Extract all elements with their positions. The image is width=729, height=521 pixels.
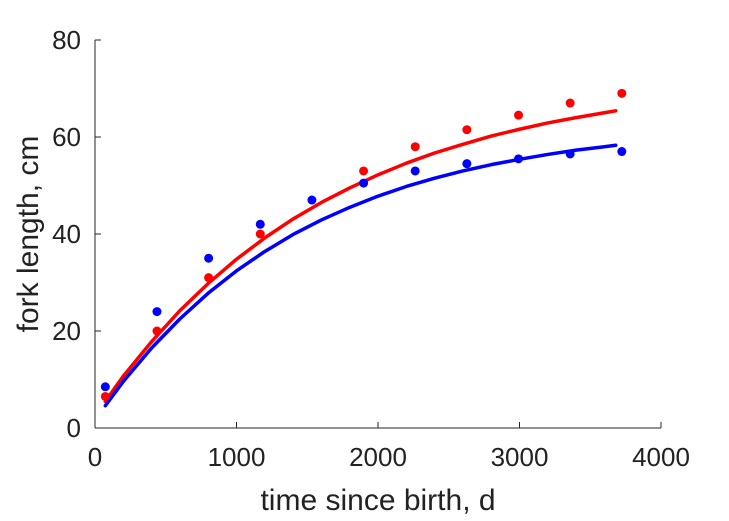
y-tick-label: 80 bbox=[52, 25, 81, 55]
blue-data-point bbox=[410, 166, 420, 176]
red-data-point bbox=[617, 88, 627, 98]
y-tick-label: 0 bbox=[67, 413, 81, 443]
y-tick-label: 60 bbox=[52, 122, 81, 152]
y-ticks: 0 20 40 60 80 bbox=[52, 25, 101, 443]
blue-data-point bbox=[152, 307, 162, 317]
blue-data-point bbox=[100, 382, 110, 392]
y-axis-label: fork length, cm bbox=[12, 136, 45, 333]
x-ticks: 0 1000 2000 3000 4000 bbox=[88, 422, 690, 472]
red-data-point bbox=[204, 273, 214, 283]
x-axis-label: time since birth, d bbox=[260, 484, 495, 517]
y-tick-label: 40 bbox=[52, 219, 81, 249]
red-data-point bbox=[410, 142, 420, 152]
x-tick-label: 4000 bbox=[632, 442, 690, 472]
red-data-point bbox=[359, 166, 369, 176]
x-tick-label: 0 bbox=[88, 442, 102, 472]
axes bbox=[94, 40, 661, 429]
red-data-point bbox=[152, 326, 162, 336]
red-data-point bbox=[100, 391, 110, 401]
x-tick-label: 1000 bbox=[208, 442, 266, 472]
red-data-point bbox=[255, 229, 265, 239]
blue-data-point bbox=[307, 195, 317, 205]
blue-data-point bbox=[617, 147, 627, 157]
plot-lines bbox=[103, 109, 618, 408]
red-data-point bbox=[514, 110, 524, 120]
blue-fit-line bbox=[103, 143, 618, 408]
blue-data-point bbox=[204, 253, 214, 263]
x-tick-label: 2000 bbox=[349, 442, 407, 472]
y-tick-label: 20 bbox=[52, 316, 81, 346]
plot-points bbox=[100, 88, 627, 401]
blue-data-point bbox=[255, 219, 265, 229]
blue-data-point bbox=[514, 154, 524, 164]
red-data-point bbox=[462, 125, 472, 135]
x-tick-label: 3000 bbox=[491, 442, 549, 472]
red-data-point bbox=[565, 98, 575, 108]
blue-data-point bbox=[565, 149, 575, 159]
blue-data-point bbox=[359, 178, 369, 188]
blue-data-point bbox=[462, 159, 472, 169]
